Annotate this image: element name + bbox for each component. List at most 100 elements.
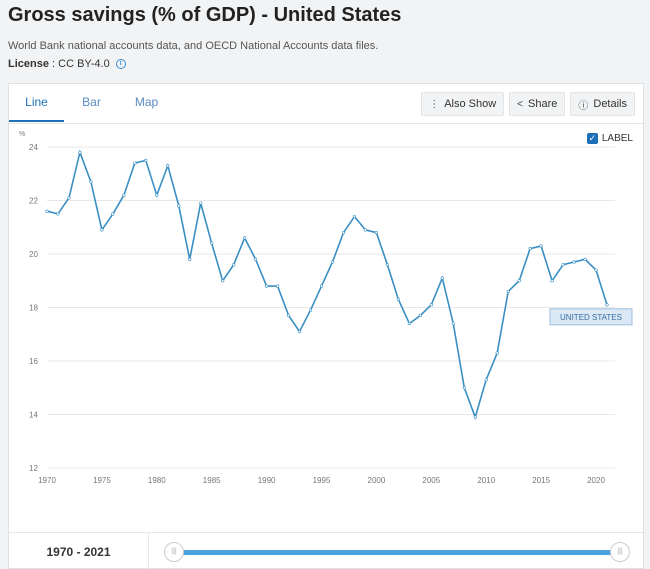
- data-point: [199, 201, 203, 205]
- x-tick-label: 1975: [93, 476, 111, 485]
- tab-map[interactable]: Map: [134, 95, 159, 109]
- y-tick-label: 20: [29, 250, 38, 259]
- data-point: [440, 276, 444, 280]
- x-tick-label: 1995: [313, 476, 331, 485]
- y-tick-label: 18: [29, 304, 38, 313]
- data-point: [572, 260, 576, 264]
- info-circle-icon: ⓘ: [578, 100, 589, 112]
- data-point: [177, 204, 181, 208]
- data-point: [451, 321, 455, 326]
- range-slider-track[interactable]: [174, 550, 620, 555]
- data-point: [275, 284, 280, 288]
- data-point: [232, 263, 236, 267]
- series-label: UNITED STATES: [560, 313, 622, 322]
- series-line: [46, 149, 608, 420]
- data-point: [286, 313, 291, 318]
- data-point: [352, 214, 357, 219]
- page-title: Gross savings (% of GDP) - United States: [8, 4, 402, 26]
- x-tick-label: 1970: [38, 476, 56, 485]
- data-point: [308, 308, 313, 312]
- series-label-box: [549, 308, 633, 326]
- data-point: [385, 263, 389, 267]
- x-tick-label: 2000: [368, 476, 386, 485]
- data-point: [319, 284, 324, 288]
- data-point: [297, 329, 302, 334]
- data-point: [462, 386, 466, 390]
- range-end-handle[interactable]: |||: [610, 542, 630, 562]
- license-label: License: [8, 58, 49, 70]
- data-point: [374, 230, 379, 235]
- data-point: [56, 212, 60, 216]
- x-tick-label: 1980: [148, 476, 166, 485]
- data-point: [407, 321, 411, 326]
- also-show-button[interactable]: ⋮ Also Show: [421, 92, 505, 116]
- data-point: [188, 257, 192, 261]
- source-text: World Bank national accounts data, and O…: [8, 40, 379, 52]
- x-tick-label: 2005: [422, 476, 440, 485]
- also-show-label: Also Show: [444, 98, 497, 110]
- x-tick-label: 2010: [477, 476, 495, 485]
- data-point: [330, 260, 335, 264]
- data-point: [517, 279, 521, 283]
- data-point: [67, 196, 71, 200]
- data-point: [133, 161, 137, 165]
- chart-panel: Line Bar Map ⋮ Also Show < Share ⓘ Detai…: [8, 83, 645, 569]
- data-point: [89, 180, 93, 184]
- x-tick-label: 2020: [587, 476, 605, 485]
- x-tick-label: 1985: [203, 476, 221, 485]
- data-point: [210, 241, 214, 245]
- data-point: [528, 247, 532, 251]
- range-start-handle[interactable]: |||: [164, 542, 184, 562]
- data-point: [594, 268, 598, 272]
- data-point: [429, 303, 433, 307]
- y-tick-label: 22: [29, 197, 38, 206]
- tab-divider: [9, 123, 645, 124]
- details-button[interactable]: ⓘ Details: [570, 92, 635, 116]
- data-point: [166, 164, 170, 168]
- share-button[interactable]: < Share: [509, 92, 566, 116]
- x-tick-label: 1990: [258, 476, 276, 485]
- details-label: Details: [593, 98, 627, 110]
- data-point: [254, 257, 258, 261]
- data-point: [45, 209, 49, 213]
- y-axis-unit: %: [19, 131, 25, 138]
- data-point: [265, 284, 269, 288]
- data-point: [122, 193, 126, 197]
- info-icon[interactable]: i: [115, 59, 126, 69]
- data-point: [243, 236, 247, 240]
- license-value: CC BY-4.0: [58, 58, 110, 70]
- data-point: [111, 212, 115, 216]
- year-range-label: 1970 - 2021: [9, 533, 149, 569]
- data-point: [506, 289, 510, 294]
- range-footer: 1970 - 2021 ||| |||: [9, 532, 645, 569]
- data-point: [495, 351, 499, 355]
- data-point: [418, 313, 422, 318]
- data-point: [396, 297, 400, 302]
- y-tick-label: 24: [29, 143, 38, 152]
- y-tick-label: 14: [29, 411, 38, 420]
- share-label: Share: [528, 98, 558, 110]
- y-tick-label: 16: [29, 357, 38, 366]
- x-tick-label: 2015: [532, 476, 550, 485]
- label-toggle[interactable]: ✓ LABEL: [586, 133, 633, 144]
- label-checkbox[interactable]: ✓: [586, 133, 598, 144]
- share-icon: <: [517, 98, 524, 110]
- data-point: [363, 228, 368, 232]
- data-point: [550, 279, 554, 283]
- toolbar: ⋮ Also Show < Share ⓘ Details: [421, 92, 635, 116]
- data-point: [221, 279, 225, 283]
- view-tabs: Line Bar Map: [9, 84, 174, 124]
- license-row: License : CC BY-4.0 i: [8, 58, 126, 70]
- data-point: [341, 230, 346, 235]
- line-chart: 12 14 16 18 20 22 24% 1970 1975 1980 1985 1990 1995 2…: [19, 131, 633, 485]
- y-tick-label: 12: [29, 464, 38, 473]
- data-point: [605, 303, 609, 307]
- data-point: [473, 415, 477, 419]
- data-point: [539, 244, 543, 248]
- tab-bar[interactable]: Bar: [82, 95, 101, 109]
- data-point: [561, 263, 565, 267]
- tab-line[interactable]: Line: [9, 84, 64, 122]
- data-point: [144, 158, 148, 162]
- label-toggle-text: LABEL: [601, 133, 633, 144]
- data-point: [78, 150, 82, 154]
